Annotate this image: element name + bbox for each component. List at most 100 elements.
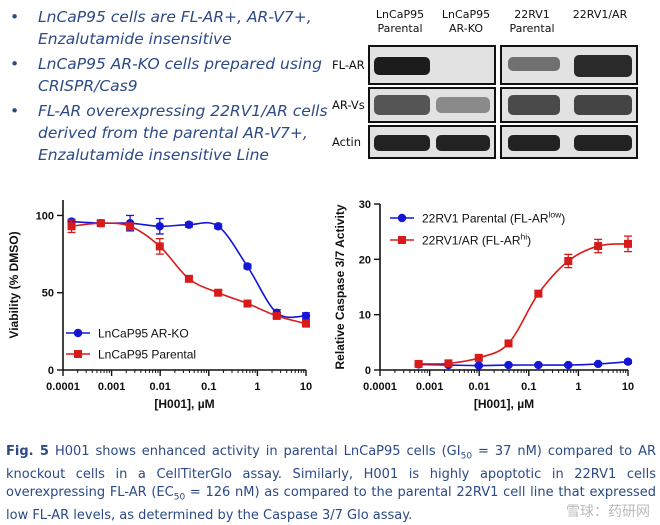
x-axis-label: [H001], µM — [474, 397, 534, 411]
data-point — [474, 361, 483, 370]
blot-band — [574, 95, 632, 115]
blot-band — [374, 135, 430, 151]
legend-label: LnCaP95 AR-KO — [98, 327, 189, 341]
legend-name: LnCaP95 Parental — [98, 348, 196, 362]
data-point — [214, 288, 223, 297]
bullet-item: • FL-AR overexpressing 22RV1/AR cells der… — [10, 102, 328, 164]
legend-marker — [398, 236, 406, 244]
x-tick-label: 10 — [300, 381, 312, 393]
caption-subscript: 50 — [460, 451, 473, 462]
bullet-list: • LnCaP95 cells are FL-AR+, AR-V7+, Enzal… — [8, 6, 348, 169]
data-point — [564, 256, 573, 265]
bullet-text: FL-AR overexpressing 22RV1/AR cells deri… — [38, 102, 328, 164]
data-point — [444, 359, 453, 368]
figure-label: Fig. 5 — [6, 444, 49, 459]
x-tick-label: 0.001 — [98, 381, 126, 393]
data-point — [155, 242, 164, 251]
bullet-text: LnCaP95 cells are FL-AR+, AR-V7+, Enzalu… — [38, 8, 312, 48]
blot-band — [508, 57, 560, 71]
legend-name: 22RV1 Parental (FL-AR — [422, 212, 549, 226]
series-line — [71, 220, 307, 319]
data-point — [96, 219, 105, 228]
data-point — [504, 339, 513, 348]
legend-superscript: low — [549, 210, 563, 220]
bullet-text: LnCaP95 AR-KO cells prepared using CRISP… — [38, 55, 322, 95]
blot-column-label: 22RV1 Parental — [509, 8, 555, 35]
legend-label: 22RV1 Parental (FL-ARlow) — [422, 210, 565, 226]
blot-row-label: FL-AR — [332, 58, 365, 72]
data-point — [184, 220, 194, 229]
blot-panel-ar-vs-right — [500, 87, 638, 123]
data-point — [301, 311, 311, 321]
blot-column-label: LnCaP95 Parental — [375, 8, 425, 35]
data-point — [272, 311, 281, 320]
data-point — [243, 299, 252, 308]
y-tick-label: 20 — [359, 254, 371, 266]
data-point — [474, 353, 483, 362]
x-tick-label: 0.01 — [468, 381, 489, 393]
data-point — [534, 289, 543, 298]
caption-text: H001 shows enhanced activity in parental… — [48, 444, 461, 459]
caspase-chart: 0.0001 0.001 0.01 0.1 1 10 0 10 20 30 [H001], µM Re… — [333, 199, 634, 411]
blot-row-label: AR-Vs — [332, 98, 365, 112]
bullet-item: • LnCaP95 cells are FL-AR+, AR-V7+, Enzal… — [10, 8, 312, 48]
blot-panel-actin-left — [368, 125, 496, 159]
data-point — [534, 360, 543, 370]
y-axis-label: Relative Caspase 3/7 Activity — [333, 204, 347, 369]
western-blot: LnCaP95 Parental LnCaP95 AR-KO 22RV1 Par… — [330, 0, 660, 165]
y-tick-label: 10 — [359, 310, 371, 322]
y-tick-label: 50 — [42, 288, 54, 300]
caption-text: = 37 nM) compared to AR knockout cells i… — [6, 444, 656, 500]
legend-label: LnCaP95 Parental — [98, 348, 196, 362]
legend-name: 22RV1/AR (FL-AR — [422, 234, 521, 248]
watermark: 雪球：药研网 — [566, 504, 650, 520]
blot-band — [508, 135, 560, 151]
blot-panel-fl-ar-right — [500, 45, 638, 85]
x-tick-label: 0.0001 — [363, 381, 397, 393]
blot-band — [574, 55, 632, 77]
data-point — [594, 242, 603, 251]
x-axis-label: [H001], µM — [154, 397, 214, 411]
blot-row-label: Actin — [332, 135, 361, 149]
legend-superscript: hi — [520, 232, 527, 242]
blot-band — [574, 135, 632, 151]
series-line — [418, 243, 629, 365]
data-point — [504, 360, 513, 370]
data-point — [414, 359, 423, 368]
blot-panel-fl-ar-left — [368, 45, 496, 85]
legend-marker — [74, 350, 82, 358]
data-point — [302, 319, 310, 328]
bullet-item: • LnCaP95 AR-KO cells prepared using CRIS… — [10, 55, 322, 95]
y-tick-label: 100 — [36, 210, 54, 222]
x-tick-label: 1 — [254, 381, 260, 393]
data-point — [213, 222, 223, 231]
data-point — [184, 274, 193, 283]
legend-name: LnCaP95 AR-KO — [98, 327, 189, 341]
data-point — [564, 360, 573, 370]
data-point — [67, 222, 76, 231]
x-tick-label: 0.1 — [201, 381, 216, 393]
blot-column-label: 22RV1/AR — [572, 8, 628, 21]
data-point — [155, 222, 164, 231]
legend-marker — [73, 328, 83, 338]
data-point — [624, 239, 632, 248]
y-axis-label: Viability (% DMSO) — [7, 231, 21, 338]
blot-band — [508, 95, 560, 115]
legend-close-paren: ) — [561, 212, 565, 226]
blot-band — [374, 57, 430, 75]
x-tick-label: 0.1 — [521, 381, 536, 393]
data-point — [623, 357, 633, 366]
x-tick-label: 0.001 — [416, 381, 444, 393]
blot-band — [436, 97, 490, 113]
data-point — [593, 359, 603, 369]
caption-subscript: 50 — [173, 492, 186, 503]
blot-column-label: LnCaP95 AR-KO — [441, 8, 491, 35]
x-tick-label: 0.0001 — [46, 381, 80, 393]
legend-label: 22RV1/AR (FL-ARhi) — [422, 232, 531, 248]
legend-marker — [397, 213, 407, 223]
y-tick-label: 0 — [365, 365, 371, 377]
data-point — [126, 222, 135, 231]
caption-text: = 126 nM) as compared to the parental 22… — [6, 484, 657, 523]
figure-caption: Fig. 5 H001 shows enhanced activity in p… — [6, 443, 656, 524]
legend-close-paren: ) — [527, 234, 531, 248]
